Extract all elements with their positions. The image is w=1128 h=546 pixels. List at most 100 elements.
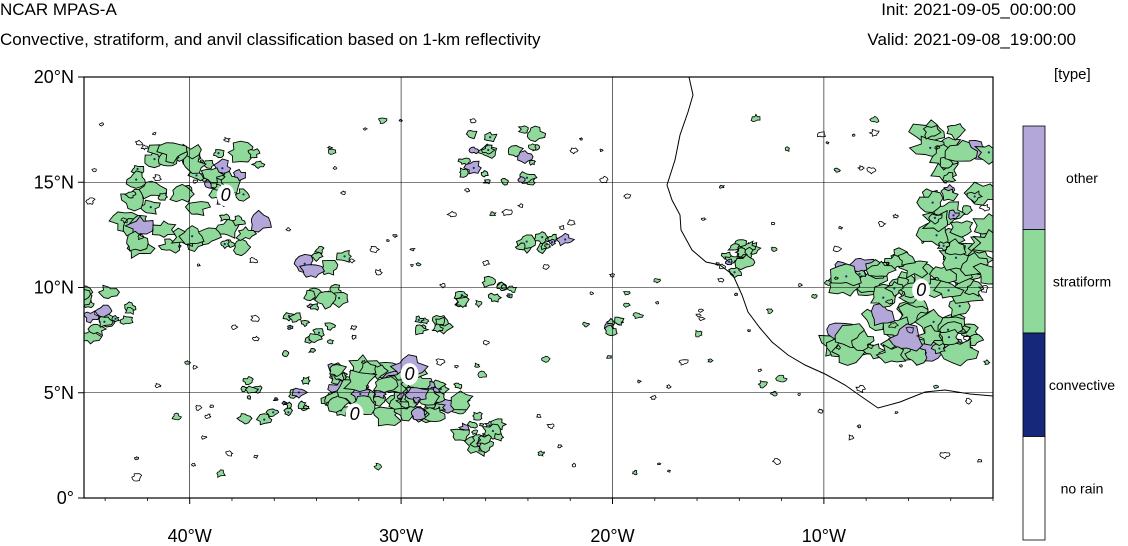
convective-cell <box>954 256 958 259</box>
colorbar-swatch-stratiform <box>1022 229 1046 334</box>
convective-cell <box>929 146 932 150</box>
rain-cell <box>475 434 492 445</box>
rain-cell <box>232 238 252 257</box>
rain-cell <box>84 289 91 301</box>
rain-cell <box>433 379 447 390</box>
rain-cell <box>865 260 897 277</box>
rain-cell <box>832 245 843 253</box>
rain-cell <box>526 125 547 143</box>
rain-cell <box>866 166 877 175</box>
lon-tick-label: 30°W <box>379 526 423 546</box>
rain-cell <box>921 240 925 244</box>
convective-cell <box>942 244 945 247</box>
rain-cell <box>192 179 199 184</box>
rain-cell <box>409 264 414 268</box>
convective-cell <box>947 336 951 339</box>
rain-cell <box>582 321 590 328</box>
rain-cell <box>349 324 358 331</box>
rain-cell <box>537 450 546 457</box>
rain-cell <box>250 160 266 169</box>
rain-cell <box>464 188 471 193</box>
rain-cell <box>349 258 356 264</box>
rain-cell <box>700 217 707 221</box>
rain-cell <box>313 246 325 255</box>
rain-cell <box>398 118 403 123</box>
convective-cell <box>525 176 529 179</box>
rain-cell <box>978 203 991 212</box>
contour-label: 0 <box>350 404 360 424</box>
valid-time: Valid: 2021-09-08_19:00:00 <box>867 30 1076 49</box>
rain-cell <box>922 124 942 140</box>
rain-cell <box>466 420 478 429</box>
africa-coastline <box>666 77 993 409</box>
convective-cell <box>221 167 224 170</box>
rain-cell <box>884 298 894 305</box>
convective-cell <box>931 201 934 204</box>
rain-cell <box>410 406 427 421</box>
rain-cell <box>667 469 672 473</box>
rain-cell <box>469 118 477 124</box>
rain-cell <box>308 333 323 343</box>
rain-cell <box>727 243 741 251</box>
rain-cell <box>734 292 739 297</box>
convective-cell <box>303 262 306 265</box>
rain-cell <box>666 384 672 389</box>
rain-cell <box>605 355 613 359</box>
rain-cell <box>589 291 594 296</box>
rain-cell <box>414 324 430 336</box>
colorbar-swatch-other <box>1022 125 1046 230</box>
rain-cell <box>830 263 862 287</box>
rain-cell <box>225 450 234 457</box>
lat-tick-label: 15°N <box>34 172 74 192</box>
rain-cell <box>833 276 839 280</box>
lat-tick-label: 20°N <box>34 67 74 87</box>
rain-cell <box>300 375 311 385</box>
colorbar: other stratiform convective no rain <box>1022 125 1115 541</box>
rain-cell <box>340 190 347 195</box>
rain-cell <box>855 384 867 393</box>
rain-cell <box>622 291 631 296</box>
convective-cell <box>987 151 990 154</box>
rain-cell <box>963 280 985 297</box>
rain-cell <box>894 411 899 414</box>
rain-cell <box>157 192 169 201</box>
rain-cell <box>446 210 457 218</box>
rain-cell <box>678 359 689 366</box>
rain-cell <box>196 263 201 267</box>
graticule <box>84 76 993 499</box>
rain-cell <box>870 302 896 326</box>
colorbar-swatch-convective <box>1022 332 1046 437</box>
rain-cell <box>126 230 149 252</box>
convective-cell <box>472 166 475 170</box>
convective-cell <box>242 193 245 196</box>
rain-cell <box>869 115 880 124</box>
convective-cell <box>114 317 117 320</box>
rain-cell <box>321 260 339 276</box>
rain-cell <box>404 387 430 406</box>
convective-cell <box>191 235 194 238</box>
rain-cell <box>91 168 97 173</box>
rain-cell <box>85 197 96 205</box>
rain-cell <box>192 364 199 370</box>
colorbar-label: no rain <box>1061 480 1104 496</box>
rain-cell <box>94 304 113 318</box>
colorbar-label: convective <box>1049 377 1115 393</box>
convective-cell <box>564 238 567 241</box>
rain-cell <box>134 139 143 146</box>
rain-cell <box>303 290 316 302</box>
map-subtitle: Convective, stratiform, and anvil classi… <box>0 30 541 49</box>
rain-cell <box>770 221 776 226</box>
rain-cell <box>698 308 705 313</box>
rain-cell <box>218 213 231 222</box>
rain-cell <box>329 364 348 378</box>
rain-cell <box>154 382 162 388</box>
convective-cell <box>550 241 554 244</box>
rain-cell <box>343 369 378 392</box>
rain-cell <box>935 276 940 281</box>
rain-cell <box>514 242 526 251</box>
convective-cell <box>858 272 861 275</box>
rain-cell <box>430 386 436 391</box>
rain-cell <box>856 165 865 171</box>
contour-label: 0 <box>405 364 415 384</box>
rain-cell <box>888 323 923 352</box>
